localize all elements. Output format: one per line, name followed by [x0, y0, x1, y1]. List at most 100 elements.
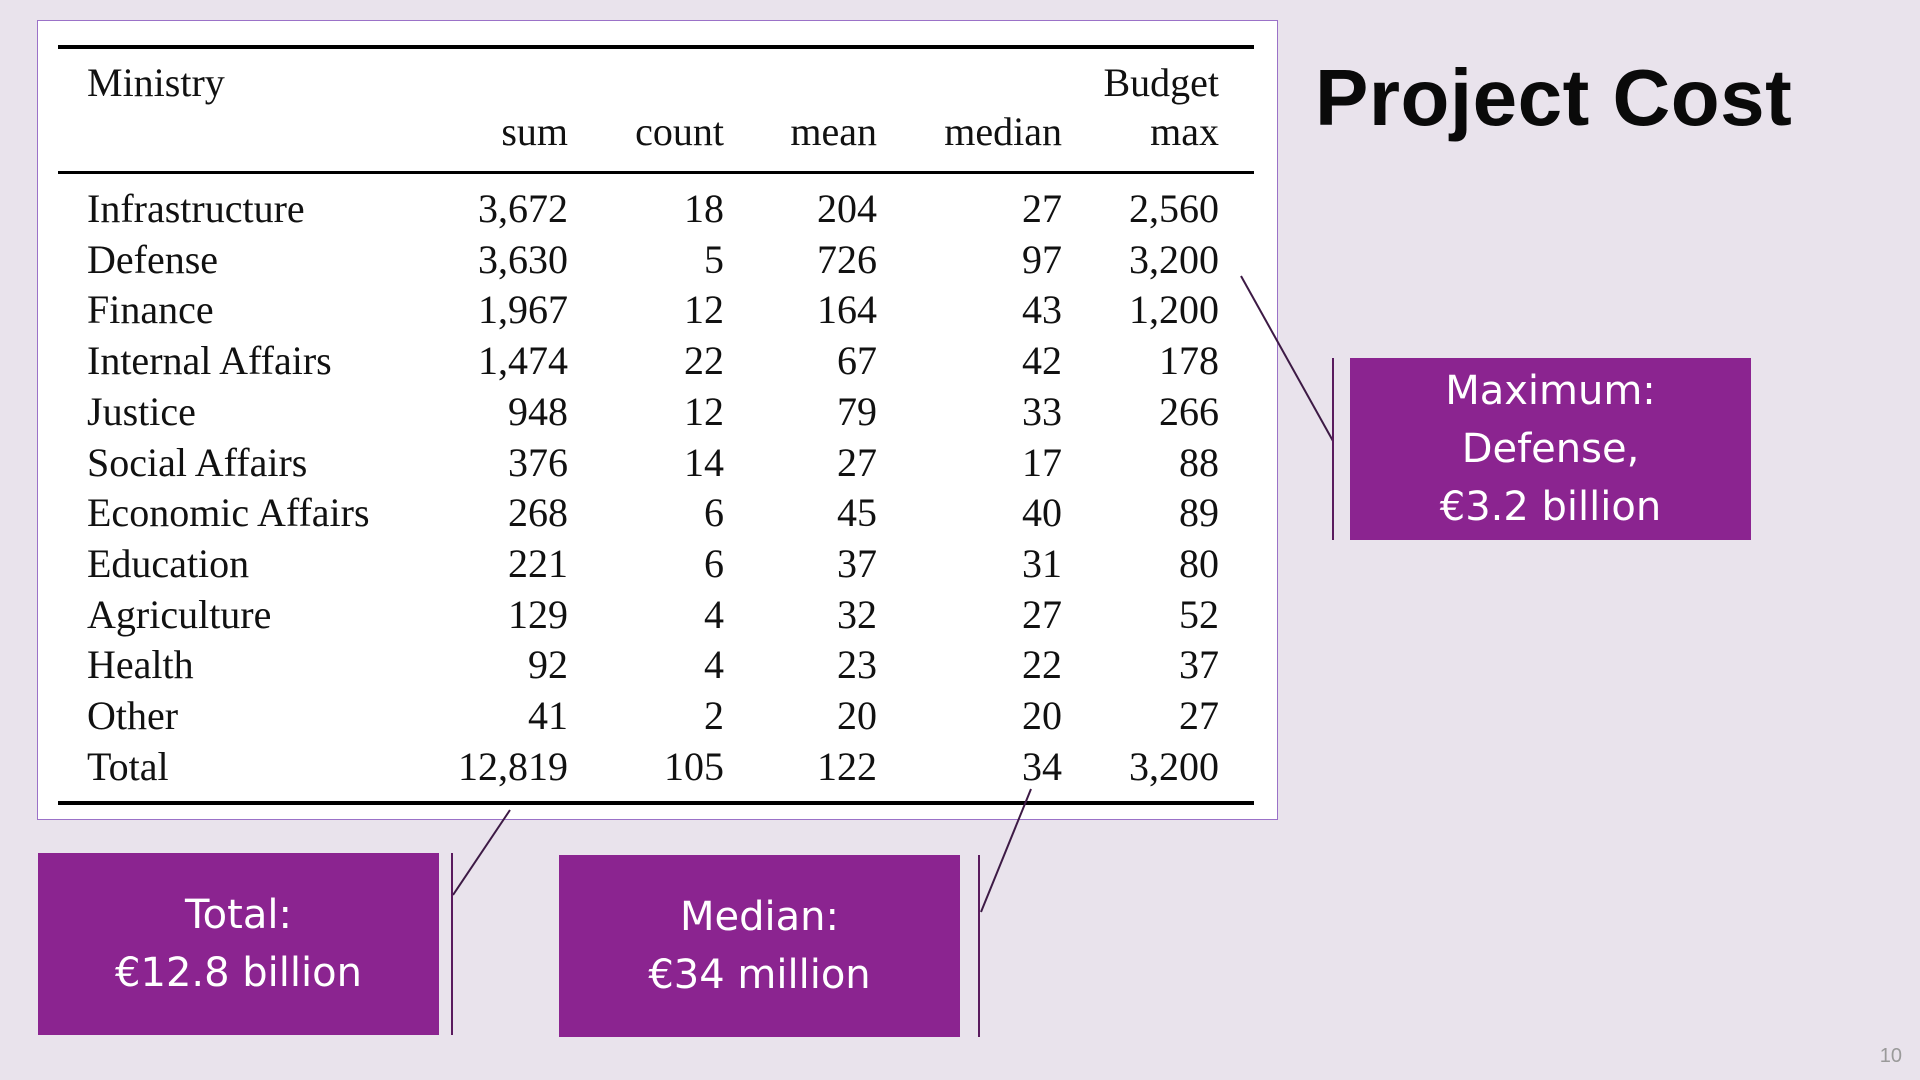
header-mean: mean: [790, 109, 877, 154]
row-sum-value: 3,630: [478, 237, 568, 282]
row-ministry-name: Agriculture: [87, 592, 272, 637]
median-leader-line: [980, 788, 1032, 913]
row-mean-value: 79: [837, 389, 877, 434]
row-median-value: 43: [1022, 287, 1062, 332]
total-callout-line-2: €12.8 billion: [115, 950, 362, 996]
median-callout-line-2: €34 million: [648, 952, 871, 998]
row-median-value: 27: [1022, 186, 1062, 231]
row-count-value: 2: [704, 693, 724, 738]
row-count-value: 4: [704, 592, 724, 637]
row-mean-value: 32: [837, 592, 877, 637]
row-max-value: 1,200: [1129, 287, 1219, 332]
row-ministry-name: Internal Affairs: [87, 338, 332, 383]
median-callout-line-1: Median:: [680, 894, 839, 940]
row-sum-value: 129: [508, 592, 568, 637]
row-ministry-name: Other: [87, 693, 179, 738]
maximum-callout-line-1: Maximum:: [1445, 368, 1656, 414]
header-median: median: [944, 109, 1062, 154]
row-sum-value: 221: [508, 541, 568, 586]
row-mean-value: 37: [837, 541, 877, 586]
row-count-value: 22: [684, 338, 724, 383]
budget-table: Ministry Budget sum count mean median max Infra…: [37, 20, 1278, 820]
row-mean-value: 164: [817, 287, 877, 332]
row-ministry-name: Social Affairs: [87, 440, 308, 485]
row-sum-value: 3,672: [478, 186, 568, 231]
header-max: max: [1150, 109, 1219, 154]
row-ministry-name: Defense: [87, 237, 219, 282]
row-mean-value: 27: [837, 440, 877, 485]
row-max-value: 178: [1159, 338, 1219, 383]
row-max-value: 3,200: [1129, 237, 1219, 282]
row-mean-value: 204: [817, 186, 877, 231]
row-count-value: 4: [704, 642, 724, 687]
row-ministry-name: Economic Affairs: [87, 490, 370, 535]
row-median-value: 31: [1022, 541, 1062, 586]
row-sum-value: 1,474: [478, 338, 568, 383]
row-ministry-name: Infrastructure: [87, 186, 305, 231]
row-ministry-name: Health: [87, 642, 194, 687]
row-count-value: 18: [684, 186, 724, 231]
maximum-callout: Maximum: Defense, €3.2 billion: [1350, 358, 1751, 540]
total-callout-line-1: Total:: [185, 892, 292, 938]
row-max-value: 37: [1179, 642, 1219, 687]
row-max-value: 52: [1179, 592, 1219, 637]
row-sum-value: 376: [508, 440, 568, 485]
row-max-value: 89: [1179, 490, 1219, 535]
row-median-value: 40: [1022, 490, 1062, 535]
header-count: count: [635, 109, 724, 154]
row-count-value: 6: [704, 490, 724, 535]
row-count-value: 12: [684, 389, 724, 434]
row-ministry-name: Total: [87, 744, 169, 789]
page-title: Project Cost: [1315, 53, 1793, 142]
maximum-callout-bracket: [1332, 358, 1334, 540]
total-leader-line: [452, 809, 511, 896]
row-sum-value: 948: [508, 389, 568, 434]
row-count-value: 14: [684, 440, 724, 485]
row-sum-value: 1,967: [478, 287, 568, 332]
table-header-rule: [58, 171, 1254, 174]
row-max-value: 88: [1179, 440, 1219, 485]
row-max-value: 80: [1179, 541, 1219, 586]
row-mean-value: 122: [817, 744, 877, 789]
row-sum-value: 12,819: [458, 744, 568, 789]
row-max-value: 3,200: [1129, 744, 1219, 789]
row-sum-value: 268: [508, 490, 568, 535]
row-median-value: 22: [1022, 642, 1062, 687]
row-ministry-name: Finance: [87, 287, 214, 332]
header-sum: sum: [501, 109, 568, 154]
row-mean-value: 23: [837, 642, 877, 687]
row-median-value: 34: [1022, 744, 1062, 789]
median-callout-bracket: [978, 855, 980, 1037]
row-sum-value: 41: [528, 693, 568, 738]
row-max-value: 2,560: [1129, 186, 1219, 231]
maximum-leader-line: [1240, 275, 1334, 442]
total-callout-bracket: [451, 853, 453, 1035]
maximum-callout-line-2: Defense,: [1461, 426, 1640, 472]
row-mean-value: 726: [817, 237, 877, 282]
header-ministry: Ministry: [87, 60, 225, 105]
row-mean-value: 67: [837, 338, 877, 383]
row-ministry-name: Justice: [87, 389, 196, 434]
maximum-callout-line-3: €3.2 billion: [1439, 484, 1662, 530]
row-count-value: 105: [664, 744, 724, 789]
row-sum-value: 92: [528, 642, 568, 687]
page-number: 10: [1879, 1045, 1902, 1067]
row-count-value: 6: [704, 541, 724, 586]
total-callout: Total: €12.8 billion: [38, 853, 439, 1035]
row-median-value: 97: [1022, 237, 1062, 282]
table-top-rule: [58, 45, 1254, 49]
row-max-value: 266: [1159, 389, 1219, 434]
row-ministry-name: Education: [87, 541, 250, 586]
table-bottom-rule: [58, 801, 1254, 805]
row-median-value: 42: [1022, 338, 1062, 383]
row-count-value: 12: [684, 287, 724, 332]
row-median-value: 17: [1022, 440, 1062, 485]
row-median-value: 27: [1022, 592, 1062, 637]
row-median-value: 20: [1022, 693, 1062, 738]
row-median-value: 33: [1022, 389, 1062, 434]
row-mean-value: 20: [837, 693, 877, 738]
median-callout: Median: €34 million: [559, 855, 960, 1037]
row-count-value: 5: [704, 237, 724, 282]
header-budget: Budget: [1103, 60, 1219, 105]
